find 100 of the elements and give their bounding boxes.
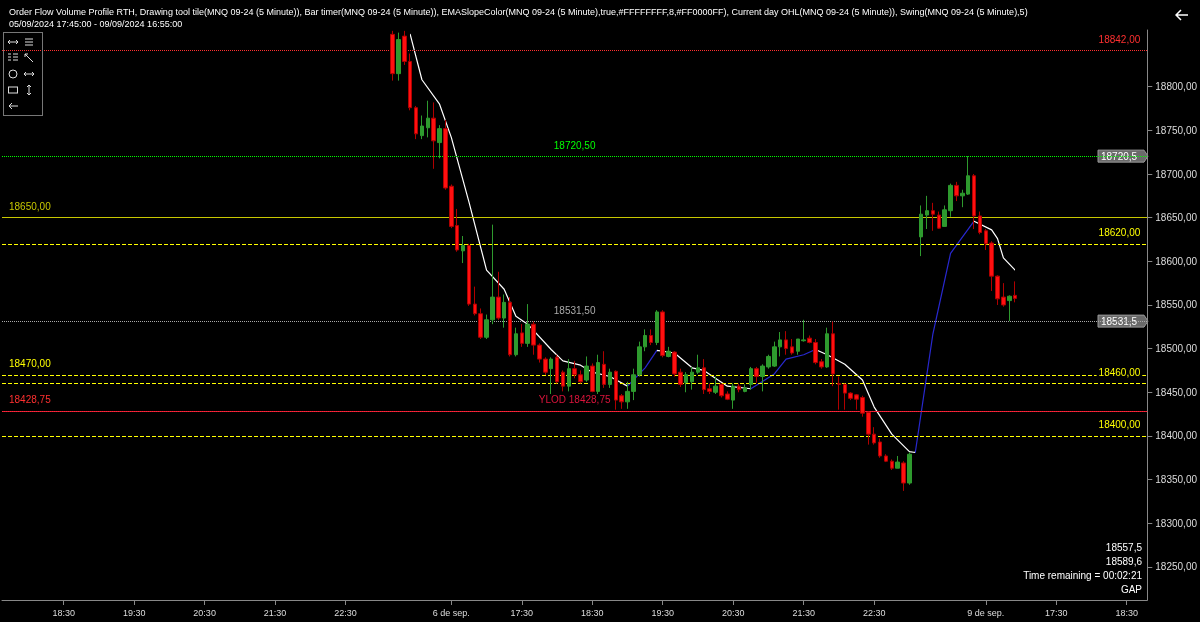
candlestick bbox=[520, 323, 524, 348]
x-tick-label: 21:30 bbox=[263, 607, 287, 618]
candlestick bbox=[590, 362, 595, 393]
candlestick bbox=[584, 355, 589, 383]
candlestick bbox=[426, 100, 430, 138]
candlestick bbox=[931, 202, 935, 232]
candlestick bbox=[390, 30, 395, 82]
candlestick bbox=[666, 346, 671, 358]
y-tick-label: 18800,00 bbox=[1155, 81, 1198, 93]
y-tick-label: 18600,00 bbox=[1155, 255, 1198, 267]
candlestick bbox=[660, 309, 665, 358]
candlestick bbox=[884, 453, 888, 463]
ref-line-label: 18720,50 bbox=[553, 139, 596, 151]
annotation: 18589,6 bbox=[1105, 555, 1143, 567]
annotation: Time remaining = 00:02:21 bbox=[1023, 569, 1143, 581]
y-tick-label: 18550,00 bbox=[1155, 299, 1198, 311]
candlestick bbox=[925, 195, 929, 230]
candlestick bbox=[713, 376, 718, 395]
candlestick bbox=[437, 124, 442, 159]
y-tick-label: 18350,00 bbox=[1155, 474, 1198, 486]
x-tick-label: 18:30 bbox=[52, 607, 75, 618]
chart-title: Order Flow Volume Profile RTH, Drawing tool tile(MNQ 09-24 (5 Minute)), Bar timer(MNQ 09-24 (5 Minute)), EMASlopeColor(MNQ 09-24 (5 Minute),true,#FFFFFFFF,8,#FF0000FF), Current day OHL(MNQ 09-24 (5 Minute)), Swing(MNQ 09-24 (5 Minute),5) bbox=[9, 6, 1028, 17]
candlestick bbox=[919, 204, 923, 257]
x-tick-label: 20:30 bbox=[193, 607, 216, 618]
x-tick-label: 9 de sep. bbox=[967, 607, 1005, 618]
candlestick bbox=[508, 296, 512, 357]
y-tick-label: 18500,00 bbox=[1155, 343, 1198, 355]
candlestick bbox=[731, 383, 735, 410]
candlestick bbox=[602, 350, 606, 389]
x-tick-label: 19:30 bbox=[651, 607, 675, 618]
candlestick bbox=[937, 211, 941, 230]
candlestick bbox=[525, 303, 530, 348]
candlestick bbox=[784, 330, 788, 356]
candlestick bbox=[496, 271, 501, 321]
candlestick bbox=[972, 173, 976, 230]
candlestick bbox=[396, 32, 401, 82]
chart-subtitle: 05/09/2024 17:45:00 - 09/09/2024 16:55:00 bbox=[9, 18, 183, 29]
x-tick-label: 6 de sep. bbox=[432, 607, 470, 618]
annotation: 18531,5 bbox=[1101, 315, 1138, 327]
candlestick bbox=[901, 460, 906, 492]
candlestick bbox=[749, 366, 753, 391]
x-tick-label: 21:30 bbox=[792, 607, 815, 618]
candlestick bbox=[878, 438, 882, 459]
ref-line-label: 18620,00 bbox=[1098, 227, 1141, 239]
candlestick bbox=[649, 328, 653, 346]
candlestick bbox=[1013, 280, 1017, 303]
candlestick bbox=[567, 358, 571, 392]
y-tick-label: 18450,00 bbox=[1155, 386, 1198, 398]
ref-line-label: 18460,00 bbox=[1098, 367, 1141, 379]
candlestick bbox=[655, 309, 659, 346]
candlestick bbox=[608, 368, 612, 389]
candlestick bbox=[514, 327, 518, 357]
x-tick-label: 19:30 bbox=[122, 607, 146, 618]
y-tick-label: 18250,00 bbox=[1155, 561, 1198, 573]
candlestick bbox=[954, 181, 959, 202]
x-tick-label: 22:30 bbox=[334, 607, 357, 618]
candlestick bbox=[696, 354, 700, 375]
candlestick bbox=[690, 366, 694, 391]
candlestick bbox=[790, 338, 794, 356]
candlestick bbox=[596, 354, 600, 395]
x-tick-label: 17:30 bbox=[1044, 607, 1068, 618]
y-tick-label: 18650,00 bbox=[1155, 212, 1198, 224]
ref-line-label: YLOD 18428,75 bbox=[538, 394, 611, 406]
candlestick bbox=[890, 458, 894, 471]
ref-line-label: 18650,00 bbox=[9, 201, 52, 213]
candlestick bbox=[549, 356, 553, 395]
ref-line-label: 18428,75 bbox=[9, 394, 52, 406]
candlestick bbox=[502, 293, 506, 329]
line-series bbox=[409, 33, 1016, 454]
candlestick bbox=[895, 455, 900, 469]
candlestick bbox=[431, 101, 436, 170]
x-tick-label: 18:30 bbox=[581, 607, 604, 618]
candlestick bbox=[825, 327, 829, 369]
y-tick-label: 18750,00 bbox=[1155, 124, 1198, 136]
ref-line-label: 18400,00 bbox=[1098, 419, 1141, 431]
candlestick bbox=[743, 383, 747, 393]
candlestick bbox=[461, 235, 465, 264]
annotation: GAP bbox=[1120, 583, 1143, 595]
candlestick bbox=[1007, 294, 1012, 322]
ref-line-label: 18531,50 bbox=[553, 304, 596, 316]
x-tick-label: 22:30 bbox=[862, 607, 886, 618]
candlestick bbox=[978, 211, 982, 235]
candlestick bbox=[907, 451, 912, 486]
ref-line-label: 18842,00 bbox=[1098, 33, 1141, 45]
x-tick-label: 20:30 bbox=[721, 607, 745, 618]
y-tick-label: 18700,00 bbox=[1155, 168, 1198, 180]
y-tick-label: 18300,00 bbox=[1155, 517, 1198, 529]
ref-line-label: 18470,00 bbox=[9, 358, 52, 370]
y-tick-label: 18400,00 bbox=[1155, 430, 1198, 442]
candlestick bbox=[837, 376, 841, 411]
candlestick bbox=[555, 354, 559, 385]
candlestick bbox=[467, 243, 471, 307]
candlestick bbox=[561, 369, 565, 392]
candlestick bbox=[754, 366, 759, 384]
x-tick-label: 17:30 bbox=[510, 607, 534, 618]
candlestick bbox=[737, 383, 741, 393]
candlestick bbox=[831, 321, 835, 387]
candlestick bbox=[420, 115, 424, 140]
candlestick bbox=[684, 371, 688, 393]
annotation: 18557,5 bbox=[1105, 541, 1143, 553]
